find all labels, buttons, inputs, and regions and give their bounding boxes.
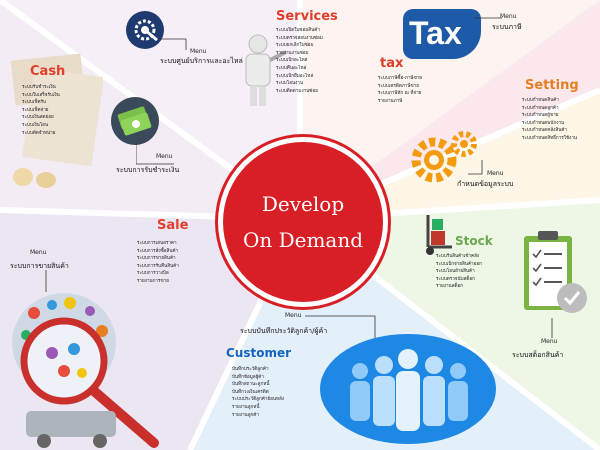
setting-item[interactable]: ระบบกำหนดสินค้า [522, 98, 559, 103]
setting-menu-label: Menu [487, 170, 504, 177]
stock-item[interactable]: ระบบโอนย้ายสินค้า [436, 269, 475, 275]
sale-menu-label: Menu [30, 249, 47, 256]
cash-pointer-line [136, 142, 174, 165]
cash-items: ระบบรับชำระเงิน ระบบใบเสร็จรับเงิน ระบบเ… [22, 84, 60, 137]
sale-item[interactable]: ระบบการรับคืนสินค้า [137, 263, 179, 269]
setting-item[interactable]: ระบบกำหนดพนักงาน [522, 120, 565, 126]
services-menu-label: Menu [190, 48, 207, 55]
services-item[interactable]: ระบบคืนอะไหล่ [276, 65, 307, 71]
tax-menu-label: Menu [500, 13, 517, 20]
customer-system-label[interactable]: ระบบบันทึกประวัติลูกค้า/ผู้ค้า [240, 327, 328, 335]
setting-item[interactable]: ระบบกำหนดผู้ขาย [522, 113, 559, 119]
cash-background-art [10, 53, 103, 188]
mechanic-figure-icon [245, 34, 287, 106]
stock-title: Stock [455, 234, 493, 248]
services-item[interactable]: ระบบเบิกยืมอะไหล่ [276, 73, 314, 79]
services-item[interactable]: ระบบตรวจสอบงานซ่อม [276, 35, 323, 41]
customer-item[interactable]: รายงานลูกหนี้ [232, 404, 260, 410]
tax-title: tax [380, 56, 404, 71]
tax-logo-text: Tax [409, 15, 462, 51]
setting-items: ระบบกำหนดสินค้า ระบบกำหนดลูกค้า ระบบกำหน… [522, 97, 577, 143]
cash-system-label[interactable]: ระบบการรับชำระเงิน [116, 166, 180, 174]
stock-system-label[interactable]: ระบบสต็อกสินค้า [512, 351, 564, 359]
services-item[interactable]: รายงานงานซ่อม [276, 50, 309, 56]
tax-pointer-line [474, 17, 502, 19]
stock-pointer-line [551, 318, 553, 338]
service-gear-icon[interactable] [125, 10, 165, 50]
tax-logo-icon[interactable]: Tax [403, 9, 481, 59]
stock-item[interactable]: ระบบตรวจนับสต็อก [436, 276, 475, 282]
tax-item[interactable]: ระบบภาษีหัก ณ ที่จ่าย [378, 91, 422, 97]
services-item[interactable]: ระบบยกเลิกใบซ่อม [276, 43, 314, 49]
stock-items: ระบบรับสินค้าเข้าคลัง ระบบเบิกจ่ายสินค้า… [436, 253, 482, 291]
setting-item[interactable]: ระบบกำหนดลูกค้า [522, 105, 559, 111]
cash-menu-label: Menu [156, 153, 173, 160]
customer-item[interactable]: ระบบประวัติลูกค้าย้อนหลัง [232, 397, 285, 403]
center-circle: Develop On Demand [232, 151, 374, 293]
customer-item[interactable]: บันทึกสถานะลูกหนี้ [232, 382, 270, 388]
cash-item[interactable]: ระบบตัดจำหน่าย [22, 130, 56, 136]
sale-item[interactable]: รายงานการขาย [137, 278, 169, 284]
services-title: Services [276, 9, 338, 24]
customer-menu-label: Menu [285, 312, 302, 319]
tax-item[interactable]: ระบบเครดิตภาษีขาย [378, 83, 419, 89]
sale-pointer-line [45, 270, 47, 292]
stock-hand-truck-icon[interactable] [418, 213, 458, 255]
customer-item[interactable]: บันทึกข้อมูลผู้ค้า [232, 374, 264, 380]
cash-title: Cash [30, 64, 66, 79]
customer-items: บันทึกประวัติลูกค้า บันทึกข้อมูลผู้ค้า บ… [232, 366, 284, 419]
setting-gears-icon[interactable] [408, 126, 480, 186]
tax-item[interactable]: ระบบภาษีซื้อ-ภาษีขาย [378, 76, 422, 81]
sale-title: Sale [157, 218, 189, 233]
cash-item[interactable]: ระบบเงินโอน [22, 122, 49, 128]
customer-item[interactable]: บันทึกวงเงินเครดิต [232, 389, 269, 395]
setting-item[interactable]: ระบบกำหนดสิทธิ์การใช้งาน [522, 135, 578, 141]
sale-system-label[interactable]: ระบบการขายสินค้า [10, 262, 69, 270]
center-badge: Develop On Demand [223, 142, 383, 302]
tax-item[interactable]: รายงานภาษี [378, 98, 403, 104]
sale-item[interactable]: ระบบการสั่งซื้อสินค้า [137, 248, 179, 254]
services-item[interactable]: ระบบโอนงาน [276, 81, 304, 87]
sale-item[interactable]: ระบบการขายสินค้า [137, 256, 176, 262]
setting-pointer-line [468, 160, 483, 175]
cash-item[interactable]: ระบบเช็ครับ [22, 100, 46, 106]
customer-pointer-line [305, 315, 376, 342]
sale-items: ระบบการเสนอราคา ระบบการสั่งซื้อสินค้า ระ… [137, 240, 179, 286]
setting-system-label[interactable]: กำหนดข้อมูลระบบ [457, 180, 514, 188]
services-items: ระบบเปิดใบซ่อมสินค้า ระบบตรวจสอบงานซ่อม … [276, 27, 323, 95]
sale-magnifier-cart-icon[interactable] [4, 283, 164, 450]
sale-item[interactable]: ระบบการเสนอราคา [137, 241, 177, 246]
sale-item[interactable]: ระบบการวางบิล [137, 271, 169, 277]
stock-item[interactable]: ระบบเบิกจ่ายสินค้าออก [436, 261, 482, 267]
setting-item[interactable]: ระบบกำหนดคลังสินค้า [522, 128, 568, 134]
customer-title: Customer [226, 346, 292, 360]
tax-system-label[interactable]: ระบบภาษี [492, 23, 522, 31]
customer-item[interactable]: บันทึกประวัติลูกค้า [232, 367, 269, 372]
services-item[interactable]: ระบบติดตามงานซ่อม [276, 88, 319, 94]
cash-item[interactable]: ระบบเงินสดย่อย [22, 115, 54, 121]
services-pointer-line [160, 38, 187, 50]
tax-items: ระบบภาษีซื้อ-ภาษีขาย ระบบเครดิตภาษีขาย ร… [378, 75, 422, 105]
center-title-line1: Develop [261, 192, 345, 216]
cash-item[interactable]: ระบบรับชำระเงิน [22, 85, 56, 90]
stock-item[interactable]: ระบบรับสินค้าเข้าคลัง [436, 254, 480, 259]
cash-item[interactable]: ระบบเช็คจ่าย [22, 107, 49, 113]
stock-item[interactable]: รายงานสต็อก [436, 284, 464, 290]
services-system-label[interactable]: ระบบศูนย์บริการและอะไหล่ [160, 57, 243, 65]
center-title-line2: On Demand [242, 228, 364, 252]
checklist-clipboard-icon[interactable] [520, 228, 588, 318]
people-group-icon[interactable] [318, 333, 498, 445]
setting-title: Setting [525, 78, 579, 93]
money-icon[interactable] [110, 96, 160, 146]
services-item[interactable]: ระบบเปิดใบซ่อมสินค้า [276, 28, 320, 33]
customer-item[interactable]: รายงานลูกค้า [232, 412, 259, 418]
cash-item[interactable]: ระบบใบเสร็จรับเงิน [22, 92, 60, 98]
stock-menu-label: Menu [541, 338, 558, 345]
services-item[interactable]: ระบบเบิกอะไหล่ [276, 58, 308, 64]
